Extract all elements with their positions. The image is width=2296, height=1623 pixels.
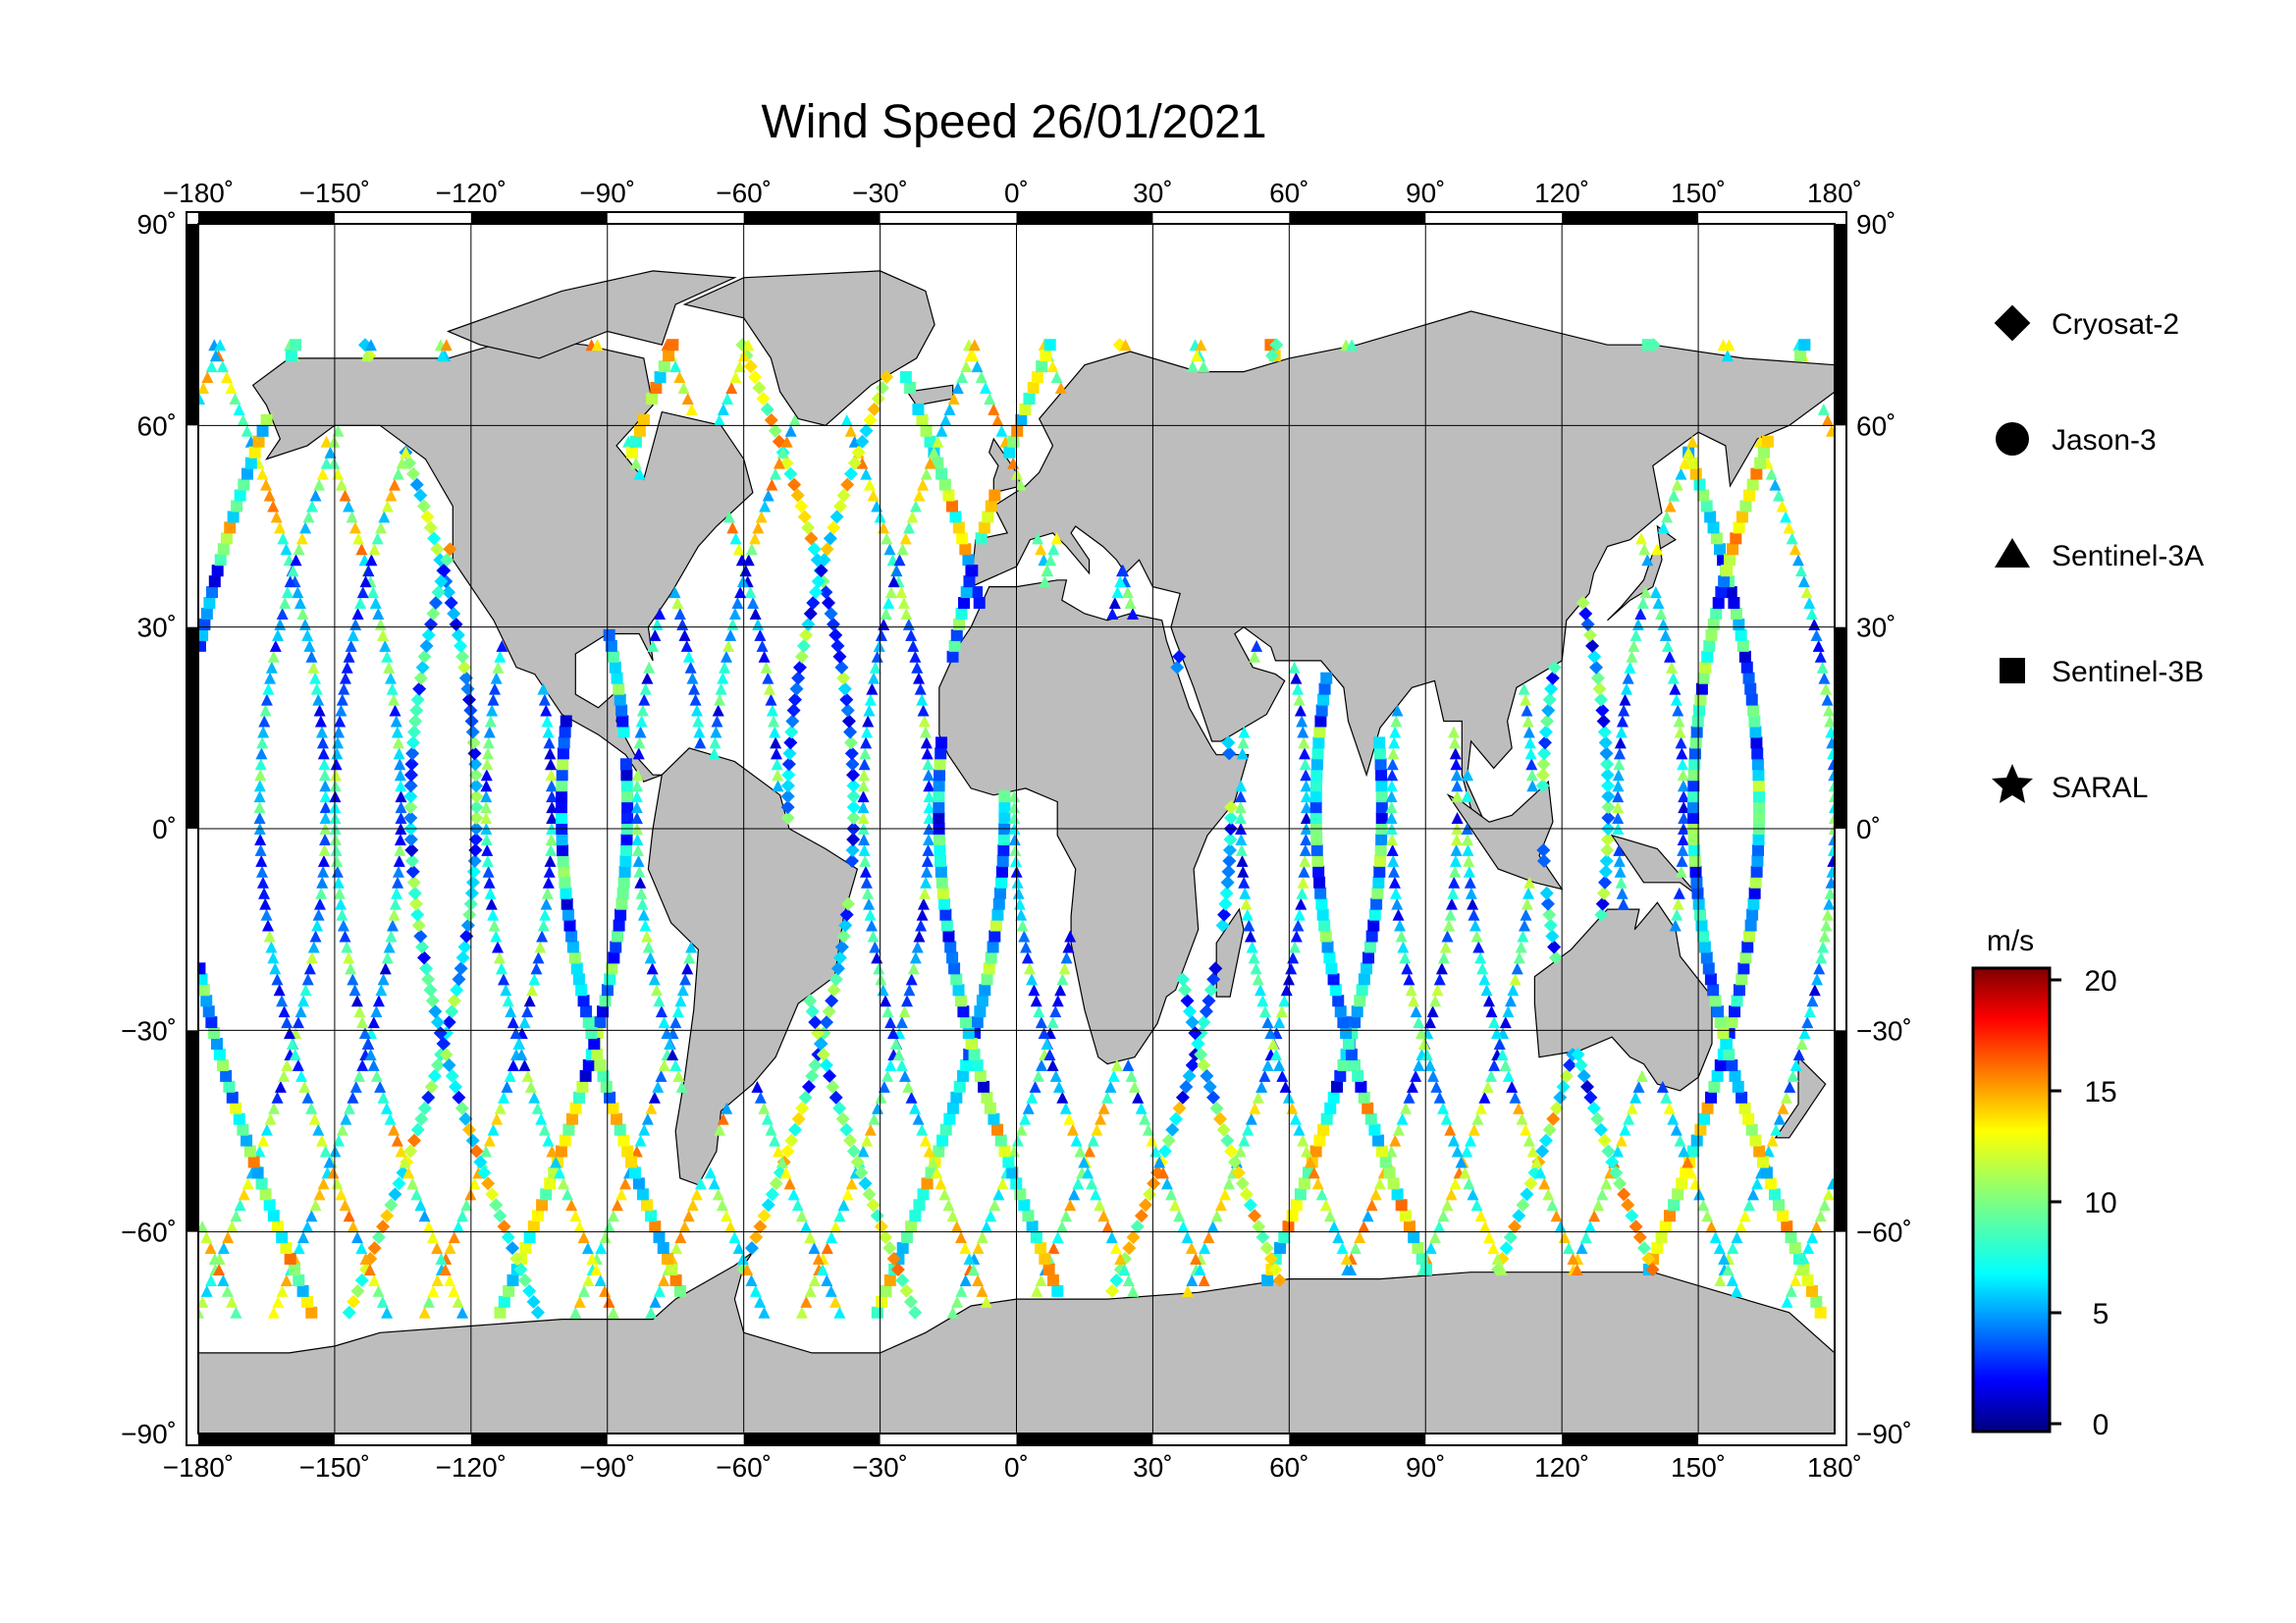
legend-label: Sentinel-3B: [2052, 656, 2204, 688]
lat-tick-label: 60˚: [1856, 410, 1896, 441]
land-eurasia: [970, 310, 1835, 823]
lon-tick-label: 30˚: [1133, 178, 1172, 208]
land-arabia-madagascar: [1215, 907, 1245, 998]
legend-item-saral: SARAL: [1992, 764, 2148, 804]
colorbar-unit: m/s: [1987, 925, 2034, 957]
lon-tick-label: −120˚: [436, 178, 507, 208]
lon-tick-label: 120˚: [1534, 1452, 1589, 1483]
legend-item-cryosat-2: Cryosat-2: [1994, 304, 2179, 342]
lat-labels-left: 90˚ 60˚ 30˚ 0˚ −30˚ −60˚ −90˚: [121, 209, 177, 1449]
land-new-guinea: [1610, 834, 1699, 896]
legend-label: Cryosat-2: [2052, 308, 2179, 341]
lon-tick-label: 180˚: [1807, 178, 1862, 208]
legend: Cryosat-2 Jason-3 Sentinel-3A Sentinel-3…: [1992, 304, 2204, 804]
legend-label: SARAL: [2052, 772, 2148, 804]
lon-tick-label: 30˚: [1133, 1452, 1172, 1483]
satellite-tracks: [198, 338, 1835, 1320]
colorbar-tick-label: 15: [2084, 1076, 2116, 1109]
lon-tick-label: 120˚: [1534, 178, 1589, 208]
legend-item-sentinel-3a: Sentinel-3A: [1995, 538, 2204, 572]
lat-tick-label: −90˚: [121, 1419, 177, 1449]
triangle-icon: [1995, 538, 2030, 568]
lon-tick-label: −60˚: [716, 178, 772, 208]
circle-icon: [1996, 422, 2029, 456]
lon-tick-label: 0˚: [1004, 1452, 1029, 1483]
lon-tick-label: −30˚: [852, 178, 908, 208]
lat-tick-label: 60˚: [137, 410, 177, 441]
lon-tick-label: −90˚: [579, 1452, 635, 1483]
land-new-zealand: [1774, 1055, 1827, 1139]
diamond-icon: [1994, 304, 2031, 342]
lon-labels-bottom: −180˚ −150˚ −120˚ −90˚ −60˚ −30˚ 0˚ 30˚ 60˚ 90˚ 12…: [163, 1452, 1862, 1483]
lon-tick-label: 150˚: [1671, 178, 1726, 208]
lat-tick-label: 0˚: [1856, 814, 1881, 844]
lon-tick-label: 180˚: [1807, 1452, 1862, 1483]
colorbar-gradient: [1971, 966, 2052, 1434]
land-australia: [1533, 901, 1713, 1092]
colorbar-tick-label: 10: [2084, 1187, 2116, 1219]
lat-tick-label: −60˚: [121, 1217, 177, 1248]
lat-tick-label: 90˚: [137, 209, 177, 240]
lon-tick-label: −30˚: [852, 1452, 908, 1483]
legend-item-sentinel-3b: Sentinel-3B: [2000, 656, 2204, 688]
legend-item-jason-3: Jason-3: [1996, 422, 2157, 457]
lon-tick-label: −180˚: [163, 178, 234, 208]
map-frame: −180˚ −150˚ −120˚ −90˚ −60˚ −30˚ 0˚ 30˚ 60˚ 90˚ 12…: [121, 178, 1912, 1483]
lat-labels-right: 90˚ 60˚ 30˚ 0˚ −30˚ −60˚ −90˚: [1856, 209, 1912, 1449]
colorbar: m/s 0 5 10 15 20: [1971, 925, 2117, 1441]
colorbar-tick-label: 5: [2093, 1298, 2109, 1330]
lon-tick-label: −150˚: [299, 1452, 370, 1483]
lon-tick-label: 60˚: [1269, 178, 1308, 208]
colorbar-ticks: 0 5 10 15 20: [2050, 965, 2117, 1441]
square-icon: [2000, 658, 2025, 683]
land-indonesia: [1446, 780, 1564, 891]
colorbar-tick-label: 0: [2093, 1409, 2109, 1441]
lat-tick-label: −30˚: [121, 1015, 177, 1046]
lon-tick-label: −90˚: [579, 178, 635, 208]
land-north-america: [251, 337, 754, 783]
lat-tick-label: 0˚: [152, 814, 177, 844]
star-icon: [1992, 764, 2033, 803]
lon-tick-label: 0˚: [1004, 178, 1029, 208]
lon-tick-label: −150˚: [299, 178, 370, 208]
lat-tick-label: −60˚: [1856, 1217, 1912, 1248]
lon-tick-label: −180˚: [163, 1452, 234, 1483]
lon-labels-top: −180˚ −150˚ −120˚ −90˚ −60˚ −30˚ 0˚ 30˚ 60˚ 90˚ 12…: [163, 178, 1862, 208]
lat-tick-label: −90˚: [1856, 1419, 1912, 1449]
legend-label: Sentinel-3A: [2052, 540, 2204, 572]
lat-tick-label: −30˚: [1856, 1015, 1912, 1046]
colorbar-tick-label: 20: [2084, 965, 2116, 998]
lat-tick-label: 30˚: [137, 613, 177, 643]
lat-tick-label: 30˚: [1856, 613, 1896, 643]
lon-tick-label: 150˚: [1671, 1452, 1726, 1483]
lon-tick-label: 90˚: [1406, 178, 1445, 208]
lon-tick-label: 60˚: [1269, 1452, 1308, 1483]
lon-tick-label: −60˚: [716, 1452, 772, 1483]
lon-tick-label: 90˚: [1406, 1452, 1445, 1483]
lat-tick-label: 90˚: [1856, 209, 1896, 240]
frame-ticks: [186, 211, 1847, 1446]
lon-tick-label: −120˚: [436, 1452, 507, 1483]
legend-label: Jason-3: [2052, 424, 2157, 457]
map-title: Wind Speed 26/01/2021: [761, 96, 1266, 148]
